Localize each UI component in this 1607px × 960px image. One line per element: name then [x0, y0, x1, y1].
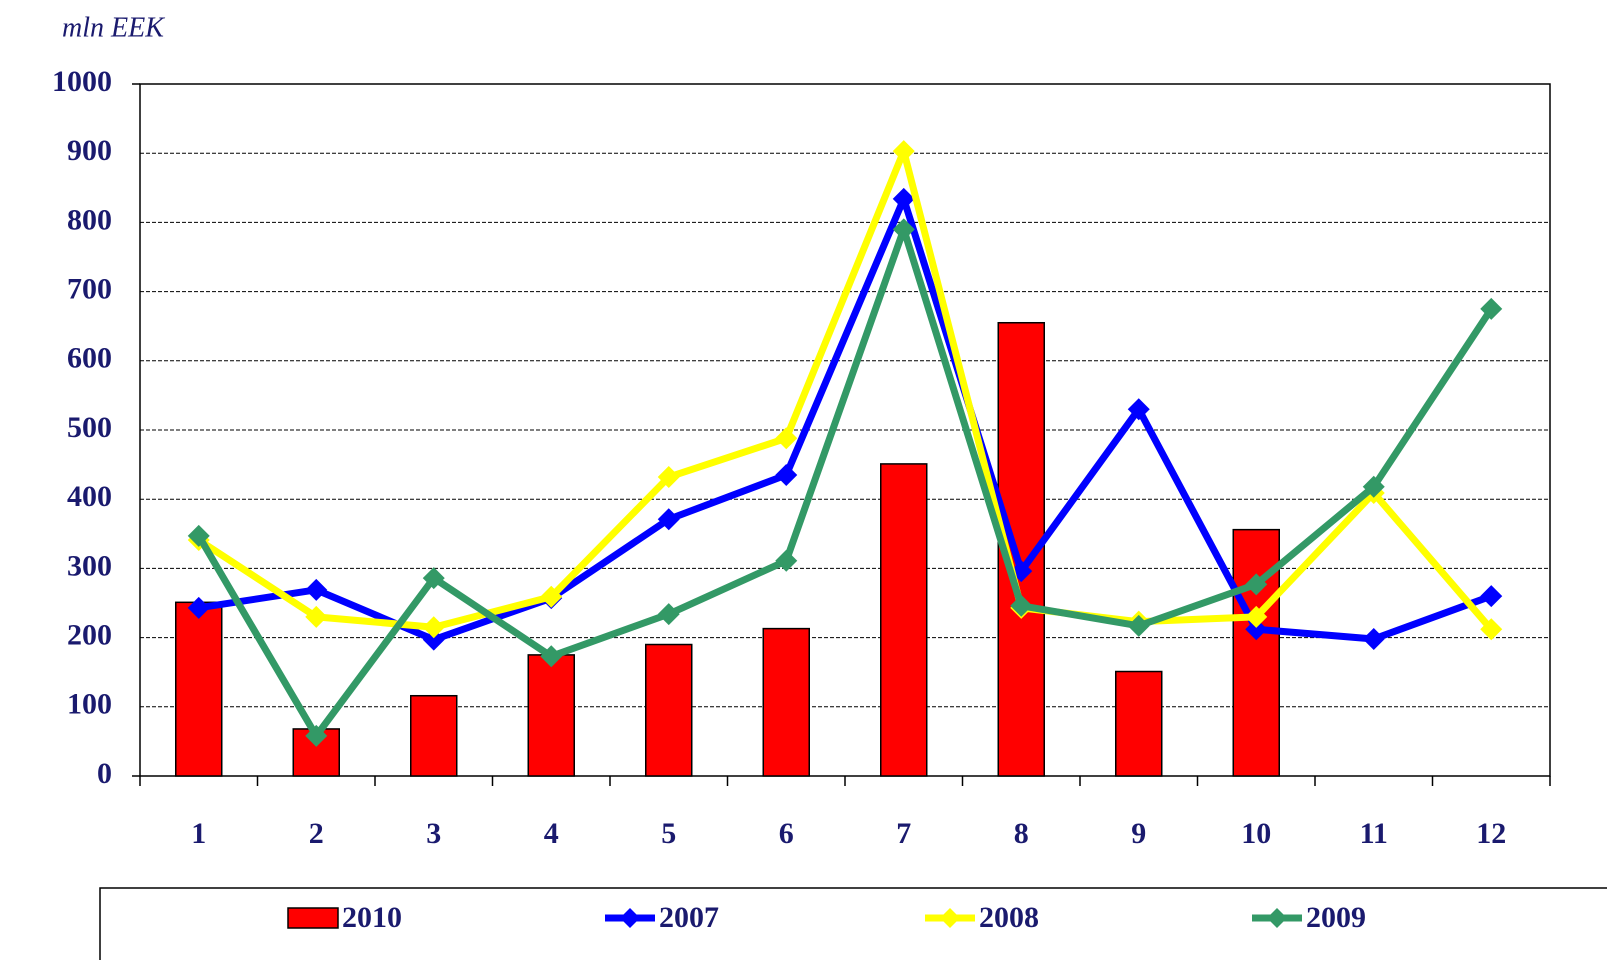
- line-marker: [1127, 614, 1150, 637]
- line-marker: [1480, 618, 1503, 641]
- line-marker: [1245, 618, 1268, 641]
- line: [196, 147, 1494, 632]
- y-tick-label: 100: [67, 688, 112, 721]
- legend-label: 2008: [979, 901, 1039, 934]
- line-marker: [1010, 594, 1033, 617]
- line-marker: [892, 218, 915, 241]
- legend-label: 2009: [1306, 901, 1366, 934]
- y-axis-label: mln EEK: [62, 12, 165, 43]
- line-marker: [1362, 627, 1385, 650]
- bar: [880, 463, 928, 777]
- y-tick-label: 200: [67, 618, 112, 651]
- line-marker: [187, 524, 210, 547]
- x-tick-label: 5: [661, 817, 676, 850]
- legend-swatch: [287, 907, 339, 929]
- bar: [410, 694, 458, 777]
- line-marker: [1245, 605, 1268, 628]
- y-tick-label: 300: [67, 549, 112, 582]
- line-marker: [422, 628, 445, 651]
- line-marker: [657, 466, 680, 489]
- x-tick-label: 6: [779, 817, 794, 850]
- line-marker: [1127, 398, 1150, 421]
- line-marker: [422, 567, 445, 590]
- line-marker: [1362, 475, 1385, 498]
- line-marker: [657, 603, 680, 626]
- x-tick-label: 9: [1131, 817, 1146, 850]
- y-tick-label: 600: [67, 342, 112, 375]
- line-marker: [305, 578, 328, 601]
- x-tick-label: 12: [1476, 817, 1506, 850]
- line-marker: [305, 724, 328, 747]
- line-marker: [1480, 297, 1503, 320]
- line: [198, 195, 1493, 644]
- line-marker: [775, 549, 798, 572]
- legend-marker: [940, 908, 960, 928]
- legend-label: 2007: [659, 901, 719, 934]
- y-tick-label: 0: [97, 757, 112, 790]
- x-tick-label: 11: [1360, 817, 1388, 850]
- bar: [175, 601, 223, 777]
- line-marker: [305, 605, 328, 628]
- y-tick-label: 800: [67, 203, 112, 236]
- legend-label: 2010: [342, 901, 402, 934]
- line-marker: [540, 645, 563, 668]
- y-tick-label: 1000: [52, 65, 112, 98]
- line-marker: [657, 508, 680, 531]
- line-marker: [775, 463, 798, 486]
- x-tick-label: 7: [896, 817, 911, 850]
- legend-marker: [620, 908, 640, 928]
- x-tick-label: 10: [1241, 817, 1271, 850]
- line-marker: [775, 427, 798, 450]
- legend-box: [99, 887, 1607, 960]
- line-marker: [540, 585, 563, 608]
- bar: [762, 627, 810, 777]
- y-tick-label: 500: [67, 411, 112, 444]
- bar: [645, 643, 693, 777]
- legend-marker: [1267, 908, 1287, 928]
- line-marker: [892, 187, 915, 210]
- x-tick-label: 3: [426, 817, 441, 850]
- x-tick-label: 8: [1014, 817, 1029, 850]
- y-tick-label: 700: [67, 272, 112, 305]
- x-tick-label: 2: [309, 817, 324, 850]
- bar: [1115, 670, 1163, 777]
- line: [195, 225, 1495, 740]
- x-tick-label: 4: [544, 817, 559, 850]
- line-marker: [1245, 573, 1268, 596]
- line-marker: [892, 140, 915, 163]
- line-marker: [1480, 585, 1503, 608]
- line-marker: [422, 616, 445, 639]
- line-marker: [187, 596, 210, 619]
- y-tick-label: 900: [67, 134, 112, 167]
- y-tick-label: 400: [67, 480, 112, 513]
- bar: [527, 654, 575, 777]
- x-tick-label: 1: [191, 817, 206, 850]
